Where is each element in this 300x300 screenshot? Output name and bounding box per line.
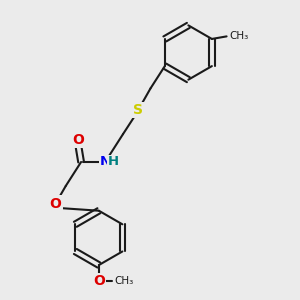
Text: S: S: [133, 103, 143, 117]
Text: O: O: [50, 196, 61, 211]
Text: O: O: [72, 133, 84, 147]
Text: N: N: [100, 155, 111, 169]
Text: H: H: [107, 155, 118, 169]
Text: CH₃: CH₃: [230, 32, 249, 41]
Text: CH₃: CH₃: [115, 276, 134, 286]
Text: O: O: [93, 274, 105, 288]
